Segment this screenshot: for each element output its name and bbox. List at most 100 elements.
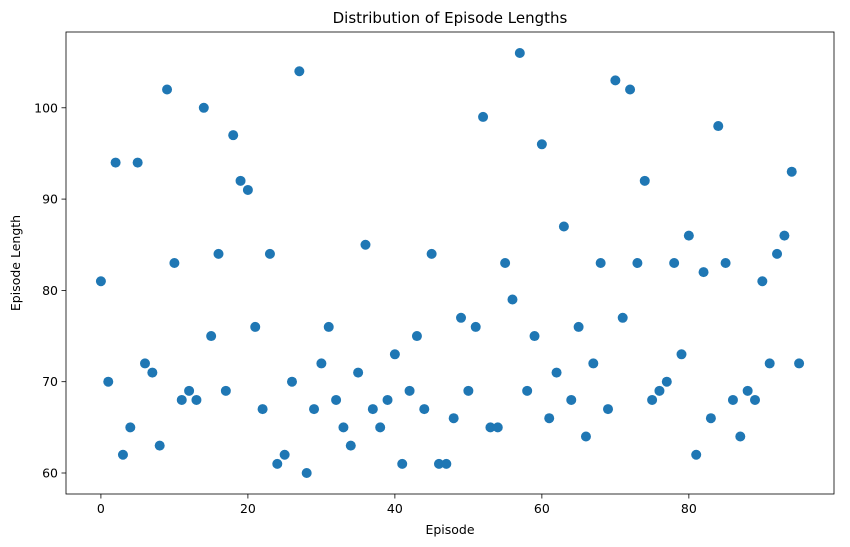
data-point: [595, 258, 606, 268]
data-point: [345, 440, 356, 451]
data-point: [566, 394, 577, 405]
data-point: [610, 75, 621, 86]
data-points: [95, 48, 805, 478]
data-point: [779, 230, 790, 241]
data-point: [500, 258, 511, 268]
data-point: [514, 48, 525, 58]
data-point: [375, 422, 386, 433]
x-tick-label: 80: [681, 501, 697, 516]
data-point: [742, 385, 753, 396]
data-point: [522, 385, 533, 396]
data-point: [154, 440, 165, 451]
data-point: [360, 239, 371, 250]
data-point: [191, 394, 202, 405]
data-point: [720, 258, 731, 268]
data-point: [676, 349, 687, 360]
data-point: [485, 422, 496, 433]
data-point: [140, 358, 150, 369]
data-point: [162, 84, 173, 95]
data-point: [639, 175, 650, 186]
data-point: [206, 331, 217, 342]
y-tick-label: 70: [42, 374, 58, 389]
data-point: [250, 321, 261, 332]
data-point: [213, 248, 224, 259]
y-tick-label: 100: [34, 100, 58, 115]
data-point: [617, 312, 628, 323]
data-point: [309, 404, 320, 415]
data-point: [95, 276, 106, 287]
y-tick-label: 60: [42, 466, 58, 481]
data-point: [257, 404, 268, 415]
y-tick-label: 80: [42, 283, 58, 298]
data-point: [492, 422, 503, 433]
data-point: [338, 422, 349, 433]
data-point: [661, 376, 672, 387]
x-axis-ticks: 0 20 40 60 80: [97, 494, 697, 516]
data-point: [125, 422, 136, 433]
x-tick-label: 60: [534, 501, 550, 516]
data-point: [433, 458, 444, 469]
data-point: [647, 394, 658, 405]
data-point: [507, 294, 518, 305]
data-point: [603, 404, 614, 415]
data-point: [456, 312, 467, 323]
data-point: [316, 358, 327, 369]
data-point: [478, 111, 489, 122]
data-point: [669, 258, 680, 268]
y-axis-ticks: 60 70 80 90 100: [34, 100, 66, 481]
data-point: [184, 385, 195, 396]
y-axis-label: Episode Length: [8, 215, 23, 311]
data-point: [727, 394, 738, 405]
chart-title: Distribution of Episode Lengths: [333, 9, 568, 27]
data-point: [772, 248, 783, 259]
data-point: [529, 331, 540, 342]
data-point: [389, 349, 400, 360]
y-tick-label: 90: [42, 192, 58, 207]
x-tick-label: 40: [387, 501, 403, 516]
data-point: [323, 321, 334, 332]
data-point: [220, 385, 231, 396]
data-point: [654, 385, 665, 396]
data-point: [286, 376, 297, 387]
data-point: [147, 367, 158, 378]
x-axis-label: Episode: [425, 522, 474, 537]
x-tick-label: 20: [240, 501, 256, 516]
data-point: [580, 431, 591, 442]
data-point: [367, 404, 378, 415]
data-point: [705, 413, 716, 424]
data-point: [573, 321, 584, 332]
data-point: [103, 376, 114, 387]
data-point: [117, 449, 128, 460]
data-point: [132, 157, 143, 168]
data-point: [558, 221, 569, 232]
data-point: [301, 468, 312, 478]
data-point: [176, 394, 187, 405]
data-point: [110, 157, 121, 168]
data-point: [683, 230, 694, 241]
data-point: [713, 121, 724, 132]
data-point: [382, 394, 393, 405]
data-point: [625, 84, 636, 95]
data-point: [264, 248, 275, 259]
data-point: [463, 385, 474, 396]
data-point: [411, 331, 422, 342]
data-point: [786, 166, 797, 177]
data-point: [632, 258, 643, 268]
data-point: [419, 404, 430, 415]
x-tick-label: 0: [97, 501, 105, 516]
data-point: [169, 258, 180, 268]
data-point: [272, 458, 283, 469]
data-point: [242, 184, 253, 195]
data-point: [735, 431, 746, 442]
data-point: [426, 248, 437, 259]
data-point: [228, 130, 239, 141]
data-point: [441, 458, 452, 469]
data-point: [470, 321, 481, 332]
data-point: [294, 66, 305, 77]
data-point: [353, 367, 364, 378]
data-point: [397, 458, 408, 469]
data-point: [757, 276, 768, 287]
data-point: [331, 394, 342, 405]
data-point: [698, 267, 709, 278]
